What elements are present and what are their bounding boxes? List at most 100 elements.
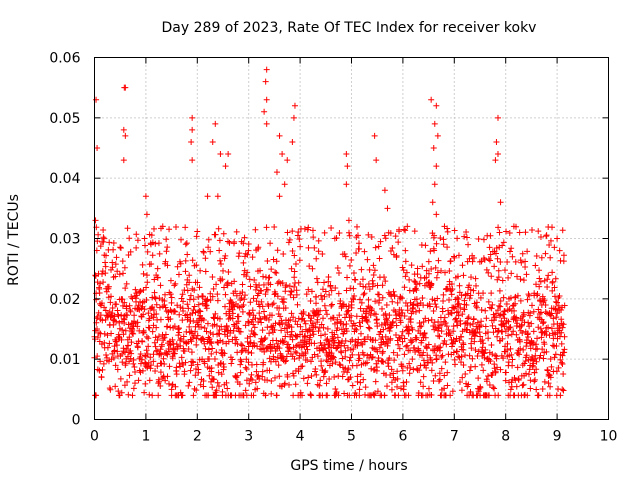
data-point [328,302,335,309]
data-point [374,282,381,289]
data-point [128,339,135,346]
data-point [468,274,475,281]
data-point [181,368,188,375]
data-point [313,294,320,301]
data-point [448,310,455,317]
data-point [365,231,372,238]
data-point [339,302,346,309]
data-point [102,263,109,270]
data-point [225,269,232,276]
data-point [152,368,159,375]
data-point [263,224,270,231]
data-point [297,389,304,396]
data-point [360,283,367,290]
data-point [143,211,150,218]
data-point [541,277,548,284]
data-point [239,281,246,288]
data-point [486,382,493,389]
data-point [480,290,487,297]
data-point [355,351,362,358]
data-point [154,337,161,344]
data-point [478,258,485,265]
data-point [177,260,184,267]
data-point [225,338,232,345]
data-point [208,350,215,357]
data-point [223,322,230,329]
data-point [519,313,526,320]
data-point [346,357,353,364]
data-point [194,332,201,339]
data-point [185,345,192,352]
data-point [124,378,131,385]
data-point [460,346,467,353]
data-point [419,352,426,359]
data-point [420,318,427,325]
data-point [560,258,567,265]
data-point [446,268,453,275]
data-point [265,303,272,310]
data-point [399,309,406,316]
data-point [288,287,295,294]
data-point [224,333,231,340]
y-tick-label: 0.04 [49,171,80,187]
data-point [208,340,215,347]
data-point [397,319,404,326]
data-point [204,193,211,200]
data-point [290,314,297,321]
data-point [114,342,121,349]
data-point [106,239,113,246]
data-point [517,276,524,283]
data-point [296,236,303,243]
data-point [222,252,229,259]
data-point [477,294,484,301]
data-point [486,244,493,251]
data-point [423,274,430,281]
data-point [264,324,271,331]
data-point [120,126,127,133]
data-point [336,361,343,368]
data-point [355,240,362,247]
data-point [291,268,298,275]
data-point [125,342,132,349]
data-point [262,78,269,85]
data-point [357,379,364,386]
data-point [514,364,521,371]
data-point [481,350,488,357]
data-point [419,295,426,302]
data-point [329,301,336,308]
data-point [379,348,386,355]
data-point [146,324,153,331]
data-point [252,226,259,233]
data-point [276,193,283,200]
data-point [122,327,129,334]
data-point [143,284,150,291]
data-point [220,267,227,274]
data-point [238,341,245,348]
data-point [194,279,201,286]
data-point [174,263,181,270]
data-point [160,355,167,362]
data-point [167,277,174,284]
data-point [460,341,467,348]
data-point [463,302,470,309]
data-point [194,361,201,368]
data-point [406,360,413,367]
data-point [351,293,358,300]
data-point [537,352,544,359]
data-point [388,379,395,386]
data-point [292,260,299,267]
data-point [144,364,151,371]
data-point [462,352,469,359]
data-point [391,357,398,364]
data-point [290,344,297,351]
data-point [102,270,109,277]
data-point [354,232,361,239]
data-point [433,356,440,363]
data-point [479,344,486,351]
data-point [446,297,453,304]
data-point [190,359,197,366]
data-point [317,377,324,384]
data-point [317,307,324,314]
data-point [313,255,320,262]
